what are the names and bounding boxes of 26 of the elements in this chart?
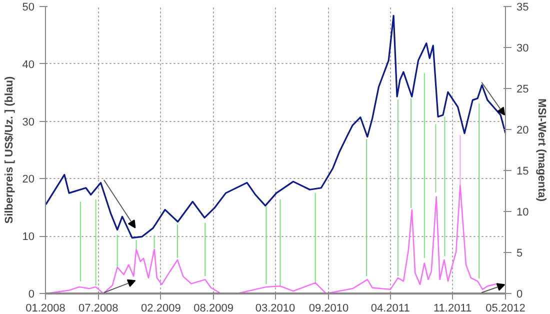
x-tick-label: 01.2008	[26, 302, 66, 314]
x-tick-label: 07.2008	[78, 302, 118, 314]
y2-tick-label: 10	[516, 206, 529, 218]
y2-tick-label: 25	[516, 84, 529, 96]
y2-tick-label: 0	[516, 288, 523, 300]
x-tick-label: 09.2010	[308, 302, 349, 314]
x-tick-label: 08.2009	[194, 302, 234, 314]
y2-tick-label: 35	[516, 2, 529, 14]
y2-tick-label: 30	[516, 42, 529, 54]
y2-tick-label: 20	[516, 124, 529, 136]
y-tick-label: 40	[22, 58, 35, 71]
y-axis-title: Silberpreis [ US$/Uz. ] (blau)	[3, 76, 16, 224]
line-series	[46, 14, 506, 239]
y-tick-label: 30	[22, 116, 35, 128]
y2-axis-title: MSI-Wert (magenta)	[536, 98, 548, 202]
x-tick-label: 04.2011	[370, 302, 410, 314]
y-tick-label: 50	[22, 2, 35, 14]
y-tick-label: 10	[22, 231, 35, 244]
x-tick-label: 05.2012	[486, 302, 526, 314]
y-tick-label: 20	[22, 174, 35, 186]
y-tick-label: 0	[28, 288, 35, 300]
y2-tick-label: 5	[516, 248, 523, 260]
x-tick-label: 11.2011	[434, 302, 472, 314]
x-tick-label: 02.2009	[141, 302, 181, 314]
y2-tick-label: 15	[516, 166, 529, 178]
x-tick-label: 03.2010	[255, 302, 296, 314]
